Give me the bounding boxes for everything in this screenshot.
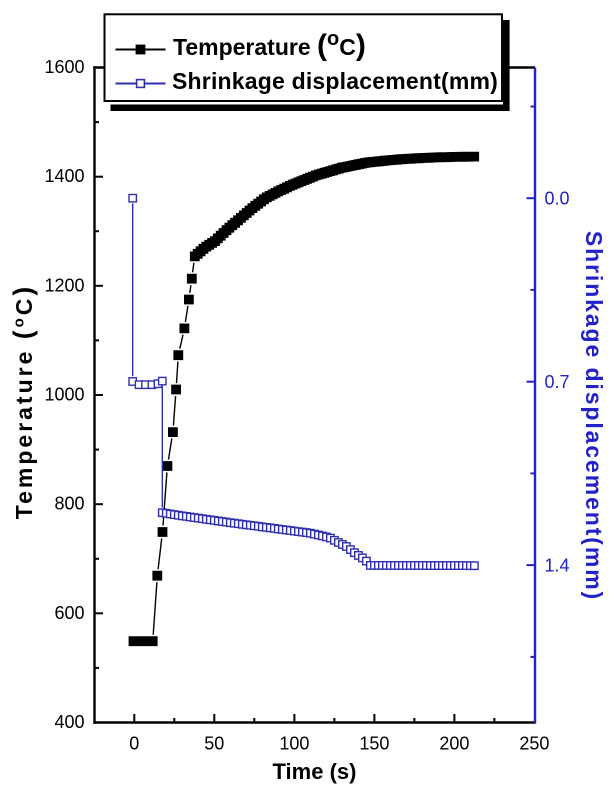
svg-text:1000: 1000 <box>44 385 84 405</box>
svg-text:200: 200 <box>439 734 469 754</box>
svg-text:600: 600 <box>54 603 84 623</box>
svg-text:1.4: 1.4 <box>545 555 570 575</box>
svg-text:250: 250 <box>519 734 549 754</box>
svg-text:0.0: 0.0 <box>545 188 570 208</box>
svg-text:800: 800 <box>54 494 84 514</box>
svg-text:150: 150 <box>359 734 389 754</box>
svg-text:100: 100 <box>279 734 309 754</box>
svg-text:400: 400 <box>54 712 84 732</box>
svg-text:0.7: 0.7 <box>545 372 570 392</box>
svg-text:Time (s): Time (s) <box>273 759 357 784</box>
svg-text:1200: 1200 <box>44 275 84 295</box>
svg-text:Shrinkage displacement(mm): Shrinkage displacement(mm) <box>581 231 607 601</box>
svg-text:Shrinkage displacement(mm): Shrinkage displacement(mm) <box>172 68 498 94</box>
svg-text:50: 50 <box>204 734 224 754</box>
svg-text:1400: 1400 <box>44 166 84 186</box>
svg-text:0: 0 <box>129 734 139 754</box>
svg-text:1600: 1600 <box>44 57 84 77</box>
